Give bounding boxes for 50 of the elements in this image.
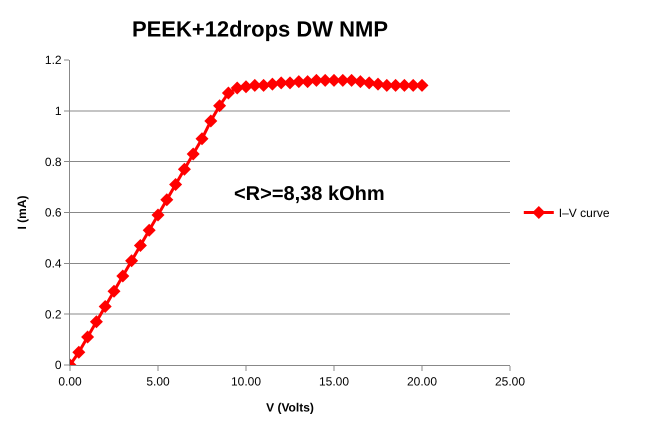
point [90, 315, 103, 328]
point [362, 76, 376, 90]
y-tick-label: 0.4 [44, 256, 62, 271]
point [142, 224, 156, 237]
point [152, 208, 164, 222]
point [345, 74, 358, 87]
point [301, 75, 314, 88]
point [354, 75, 367, 88]
point [222, 86, 235, 100]
point [178, 162, 191, 176]
x-tick-label: 15.00 [318, 374, 350, 388]
point [284, 76, 296, 90]
point [380, 78, 394, 92]
y-tick-label: 0.6 [44, 206, 62, 220]
y-tick-label: 0.8 [44, 154, 62, 169]
legend-label: I–V curve [558, 206, 610, 220]
x-tick-label: 20.00 [406, 374, 438, 388]
annotation: <R>=8,38 kOhm [234, 183, 385, 205]
x-tick-label: 10.00 [230, 374, 262, 388]
y-tick-label: 0 [54, 358, 62, 372]
x-tick-label: 5.00 [146, 374, 170, 388]
x-axis-title: V (Volts) [266, 400, 314, 414]
point [125, 254, 138, 268]
point [416, 78, 428, 92]
point [186, 148, 200, 161]
point [372, 78, 384, 91]
point [248, 78, 262, 92]
point [108, 284, 120, 298]
point [134, 239, 147, 252]
point [213, 99, 226, 112]
point [240, 80, 252, 94]
point [72, 346, 86, 359]
point [257, 78, 270, 92]
point [116, 270, 130, 283]
point [196, 132, 208, 146]
chart-title: PEEK+12drops DW NMP [132, 16, 388, 42]
point [266, 78, 279, 91]
point [98, 300, 112, 314]
point [204, 114, 218, 128]
y-tick-label: 1.2 [44, 53, 62, 68]
y-axis-title: I (mA) [15, 196, 30, 230]
point [292, 75, 306, 88]
point [81, 330, 94, 344]
point [169, 178, 182, 192]
x-tick-label: 25.00 [494, 374, 526, 388]
x-tick-label: 0.00 [58, 374, 82, 388]
point [230, 81, 244, 94]
point [160, 193, 174, 206]
y-tick-label: 1 [54, 104, 62, 118]
y-tick-label: 0.2 [44, 307, 62, 322]
